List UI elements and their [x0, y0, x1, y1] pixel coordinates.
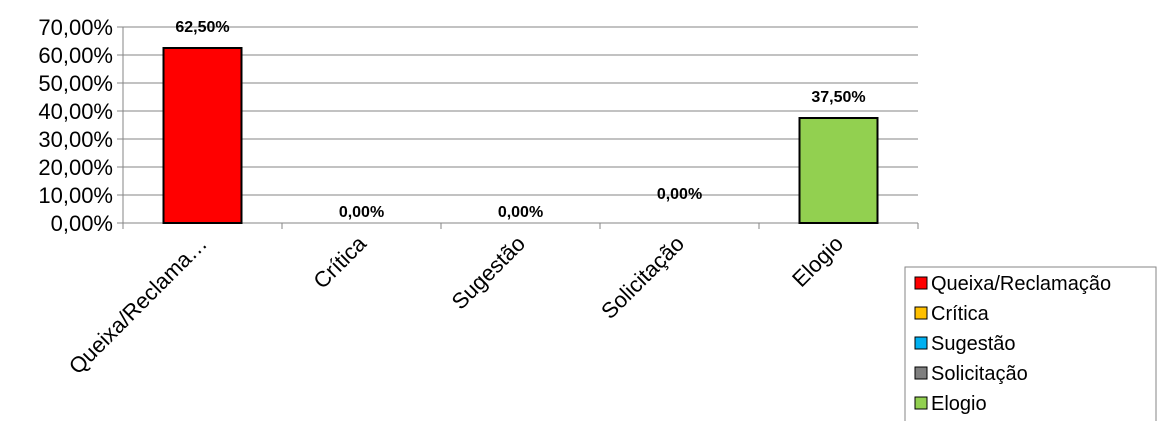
data-label: 0,00%	[339, 204, 384, 221]
legend-label: Solicitação	[931, 363, 1028, 385]
category-label: Queixa/Reclama…	[64, 231, 212, 379]
category-label: Elogio	[787, 231, 848, 292]
y-tick-label: 60,00%	[38, 43, 113, 68]
legend-swatch	[914, 366, 928, 380]
y-tick-label: 50,00%	[38, 71, 113, 96]
y-tick-label: 0,00%	[51, 211, 113, 236]
legend-label: Crítica	[931, 303, 990, 325]
legend-label: Elogio	[931, 393, 987, 415]
legend-label: Queixa/Reclamação	[931, 273, 1111, 295]
legend-swatch	[914, 306, 928, 320]
data-labels: 62,50% 0,00% 0,00% 0,00% 37,50%	[175, 19, 865, 221]
legend-swatch	[914, 336, 928, 350]
category-label: Solicitação	[596, 231, 689, 324]
category-label: Crítica	[308, 230, 371, 293]
bars	[162, 47, 879, 224]
legend-box	[904, 266, 1157, 421]
y-tick-label: 10,00%	[38, 183, 113, 208]
gridlines	[123, 26, 918, 196]
category-labels: Queixa/Reclama… Crítica Sugestão Solicitaçã…	[64, 230, 848, 379]
legend-swatch	[914, 396, 928, 410]
y-tick-label: 40,00%	[38, 99, 113, 124]
data-label: 0,00%	[498, 204, 543, 221]
data-label: 0,00%	[657, 186, 702, 203]
data-label: 62,50%	[175, 19, 229, 36]
legend-swatch	[914, 276, 928, 290]
y-tick-label: 20,00%	[38, 155, 113, 180]
legend: Queixa/Reclamação Crítica Sugestão Solicita…	[904, 266, 1157, 421]
legend-label: Sugestão	[931, 333, 1016, 355]
data-label: 37,50%	[811, 89, 865, 106]
y-tick-label: 30,00%	[38, 127, 113, 152]
category-label: Sugestão	[447, 231, 530, 314]
bar	[162, 47, 243, 224]
bar	[798, 117, 879, 224]
y-tick-label: 70,00%	[38, 15, 113, 40]
axes: 0,00% 10,00% 20,00% 30,00% 40,00% 50,00% 60,00…	[38, 15, 919, 236]
